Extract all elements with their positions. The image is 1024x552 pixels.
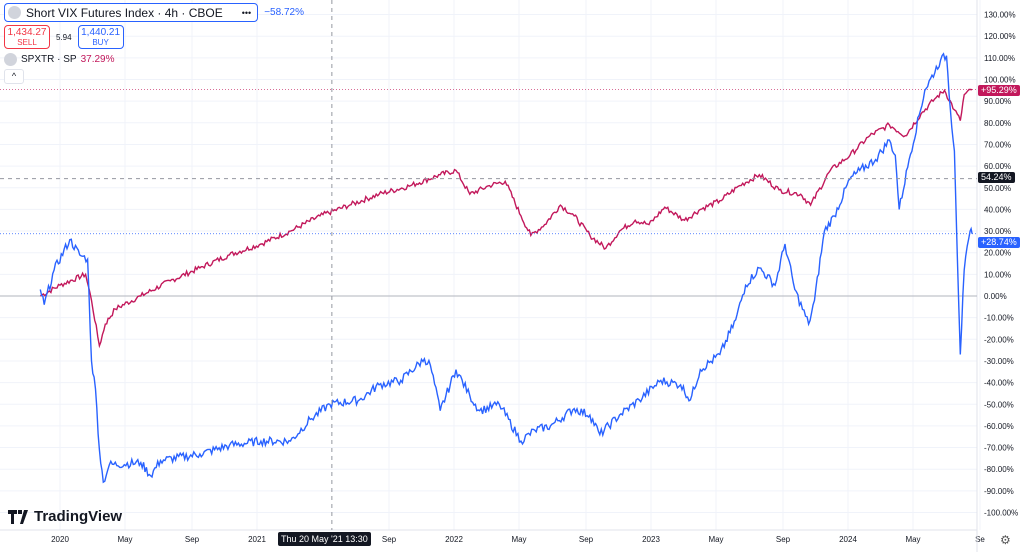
buy-label: BUY: [92, 38, 109, 47]
y-tick-label: 70.00%: [984, 140, 1011, 149]
y-tick-label: 30.00%: [984, 227, 1011, 236]
y-tick-label: 130.00%: [984, 11, 1016, 20]
buy-button[interactable]: 1,440.21 BUY: [77, 25, 124, 49]
x-tick-label: Se: [975, 535, 985, 544]
more-icon[interactable]: •••: [241, 7, 252, 18]
x-tick-label: May: [511, 535, 526, 544]
x-tick-label: Sep: [185, 535, 200, 544]
x-tick-label: Sep: [776, 535, 791, 544]
y-tick-label: -80.00%: [984, 465, 1014, 474]
buy-price: 1,440.21: [81, 27, 121, 38]
compare-title[interactable]: SPXTR · SP: [21, 54, 77, 65]
y-tick-label: 120.00%: [984, 32, 1016, 41]
compare-change: 37.29%: [80, 54, 115, 65]
y-tick-label: -30.00%: [984, 357, 1014, 366]
logo-text: TradingView: [34, 508, 123, 525]
y-tick-label: 100.00%: [984, 76, 1016, 85]
y-tick-label: -100.00%: [984, 509, 1018, 518]
settings-gear-icon[interactable]: ⚙: [1000, 533, 1011, 547]
x-tick-label: 2021: [248, 535, 266, 544]
crosshair-price-label: 54.24%: [978, 172, 1015, 183]
series-line-short-vix: [39, 52, 973, 484]
x-tick-label: Sep: [579, 535, 594, 544]
y-tick-label: 80.00%: [984, 119, 1011, 128]
y-tick-label: -70.00%: [984, 444, 1014, 453]
y-tick-label: 90.00%: [984, 97, 1011, 106]
y-tick-label: 0.00%: [984, 292, 1007, 301]
y-tick-label: -40.00%: [984, 379, 1014, 388]
x-tick-label: May: [708, 535, 723, 544]
tradingview-logo-icon: [8, 509, 28, 524]
legend: Short VIX Futures Index · 4h · CBOE ••• …: [4, 3, 304, 84]
sell-price: 1,434.27: [7, 27, 47, 38]
y-tick-label: 110.00%: [984, 54, 1015, 63]
collapse-legend-button[interactable]: ^: [4, 69, 24, 84]
main-change: −58.72%: [264, 7, 304, 18]
last-value-blue: +28.74%: [978, 237, 1020, 248]
last-value-red: +95.29%: [978, 85, 1020, 96]
x-tick-label: Sep: [382, 535, 397, 544]
y-tick-label: -60.00%: [984, 422, 1014, 431]
x-tick-label: May: [905, 535, 920, 544]
y-tick-label: 10.00%: [984, 270, 1011, 279]
y-tick-label: -90.00%: [984, 487, 1014, 496]
x-tick-label: 2023: [642, 535, 660, 544]
y-tick-label: -50.00%: [984, 400, 1014, 409]
symbol-logo-icon: [8, 6, 21, 19]
sell-label: SELL: [17, 38, 37, 47]
x-tick-label: 2020: [51, 535, 69, 544]
y-tick-label: 40.00%: [984, 205, 1011, 214]
y-tick-label: 60.00%: [984, 162, 1011, 171]
y-tick-label: 50.00%: [984, 184, 1011, 193]
compare-symbol-icon: [4, 53, 17, 66]
series-title: Short VIX Futures Index · 4h · CBOE: [26, 5, 223, 20]
y-tick-label: -10.00%: [984, 314, 1014, 323]
sell-button[interactable]: 1,434.27 SELL: [4, 25, 50, 49]
tradingview-logo[interactable]: TradingView: [8, 508, 122, 525]
x-tick-label: May: [117, 535, 132, 544]
series-line-spxtr: [39, 88, 973, 349]
main-series-title[interactable]: Short VIX Futures Index · 4h · CBOE •••: [4, 3, 259, 22]
crosshair-date-label: Thu 20 May '21 13:30: [278, 532, 371, 546]
y-tick-label: 20.00%: [984, 249, 1011, 258]
x-tick-label: 2022: [445, 535, 463, 544]
x-tick-label: 2024: [839, 535, 857, 544]
spread: 5.94: [56, 32, 72, 42]
y-tick-label: -20.00%: [984, 335, 1014, 344]
